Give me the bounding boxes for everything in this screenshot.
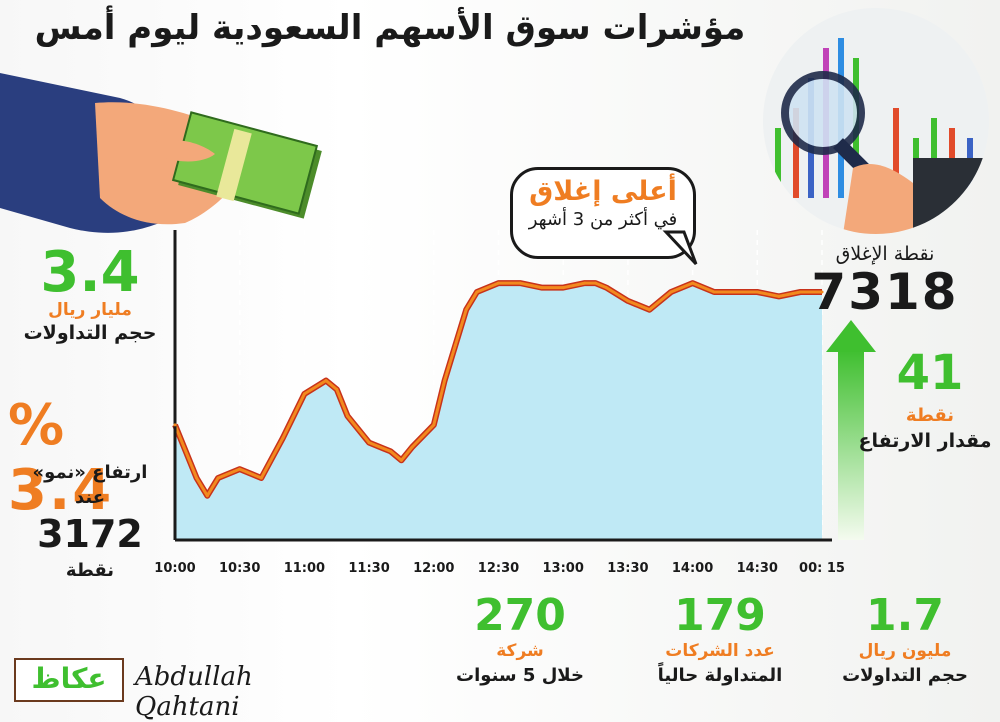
data-point bbox=[734, 290, 738, 294]
area-series bbox=[175, 283, 822, 540]
data-point bbox=[669, 290, 673, 294]
growth-points: 3172 bbox=[37, 512, 143, 556]
close-value: 7318 bbox=[811, 263, 959, 321]
stat-unit: شركة bbox=[496, 641, 544, 661]
x-axis-ticks: 10:00 10:30 11:00 11:30 12:00 12:30 13:00 13:30… bbox=[154, 561, 845, 576]
volume-label: حجم التداولات bbox=[23, 322, 157, 344]
data-point bbox=[281, 436, 285, 440]
volume-unit: مليار ريال bbox=[48, 300, 132, 320]
percent-symbol: % bbox=[8, 393, 67, 458]
data-point bbox=[410, 445, 414, 449]
data-point bbox=[820, 290, 824, 294]
growth-at: عند bbox=[74, 487, 106, 508]
callout-subline: في أكثر من 3 أشهر bbox=[528, 209, 678, 230]
data-point bbox=[561, 286, 565, 290]
data-point bbox=[453, 343, 457, 347]
data-point bbox=[216, 476, 220, 480]
stat-unit: مليون ريال bbox=[858, 641, 952, 661]
page-title: مؤشرات سوق الأسهم السعودية ليوم أمس bbox=[34, 8, 746, 48]
rise-label: مقدار الارتفاع bbox=[858, 430, 992, 452]
data-point bbox=[399, 458, 403, 462]
data-point bbox=[346, 414, 350, 418]
volume-value: 3.4 bbox=[40, 240, 140, 305]
data-point bbox=[798, 290, 802, 294]
stat-label: خلال 5 سنوات bbox=[456, 665, 584, 686]
data-point bbox=[302, 392, 306, 396]
rise-arrow-icon bbox=[826, 320, 876, 352]
data-point bbox=[497, 281, 500, 285]
x-tick-label: 00: 15 bbox=[799, 561, 845, 576]
data-point bbox=[389, 449, 393, 453]
data-point bbox=[443, 379, 447, 383]
data-point bbox=[205, 494, 209, 498]
data-point bbox=[594, 281, 598, 285]
data-point bbox=[647, 308, 651, 312]
rise-unit: نقطة bbox=[905, 405, 955, 426]
data-point bbox=[583, 281, 587, 285]
callout-headline: أعلى إغلاق bbox=[529, 176, 677, 207]
data-point bbox=[324, 379, 328, 383]
x-tick-label: 12:30 bbox=[478, 561, 519, 576]
x-tick-label: 10:00 bbox=[154, 561, 195, 576]
stat-listed-companies: 179 عدد الشركات المتداولة حالياً bbox=[640, 590, 800, 686]
x-tick-label: 14:30 bbox=[737, 561, 778, 576]
stat-value: 1.7 bbox=[866, 590, 944, 641]
data-point bbox=[238, 467, 242, 471]
data-point bbox=[604, 286, 608, 290]
stat-companies-5y: 270 شركة خلال 5 سنوات bbox=[455, 590, 585, 686]
growth-figure: % 3.4 bbox=[8, 393, 168, 523]
rise-arrow-shaft bbox=[838, 350, 864, 540]
close-label: نقطة الإغلاق bbox=[835, 243, 935, 265]
data-point bbox=[173, 423, 177, 427]
data-point bbox=[755, 290, 759, 294]
hand-money-illustration bbox=[0, 73, 322, 233]
data-point bbox=[626, 299, 630, 303]
x-tick-label: 12:00 bbox=[413, 561, 454, 576]
signature: Abdullah Qahtani bbox=[135, 662, 253, 722]
data-point bbox=[518, 281, 522, 285]
x-tick-label: 13:30 bbox=[607, 561, 648, 576]
stat-value: 270 bbox=[474, 590, 566, 641]
data-point bbox=[464, 308, 468, 312]
x-tick-label: 10:30 bbox=[219, 561, 260, 576]
callout-bubble: أعلى إغلاق في أكثر من 3 أشهر bbox=[510, 167, 696, 259]
growth-label: ارتفاع «نمو» bbox=[32, 462, 148, 483]
data-point bbox=[432, 423, 436, 427]
data-point bbox=[259, 476, 263, 480]
data-point bbox=[475, 290, 479, 294]
data-point bbox=[777, 294, 781, 298]
data-point bbox=[195, 476, 199, 480]
growth-value: 3.4 bbox=[8, 458, 114, 523]
stat-value: 179 bbox=[674, 590, 766, 641]
data-point bbox=[691, 281, 695, 285]
okaz-logo: عكاظ bbox=[14, 658, 124, 702]
callout-pointer bbox=[662, 230, 698, 266]
data-points bbox=[173, 281, 824, 498]
stat-label: المتداولة حالياً bbox=[657, 665, 783, 686]
stat-trading-volume: 1.7 مليون ريال حجم التداولات bbox=[825, 590, 985, 686]
x-tick-label: 11:30 bbox=[348, 561, 389, 576]
data-point bbox=[367, 441, 371, 445]
x-tick-label: 14:00 bbox=[672, 561, 713, 576]
x-tick-label: 11:00 bbox=[284, 561, 325, 576]
data-point bbox=[335, 387, 339, 391]
data-point bbox=[540, 286, 544, 290]
data-point bbox=[712, 290, 716, 294]
stat-label: حجم التداولات bbox=[842, 665, 968, 686]
rise-value: 41 bbox=[896, 345, 964, 401]
growth-points-unit: نقطة bbox=[65, 560, 115, 581]
x-tick-label: 13:00 bbox=[543, 561, 584, 576]
stat-unit: عدد الشركات bbox=[665, 641, 775, 661]
